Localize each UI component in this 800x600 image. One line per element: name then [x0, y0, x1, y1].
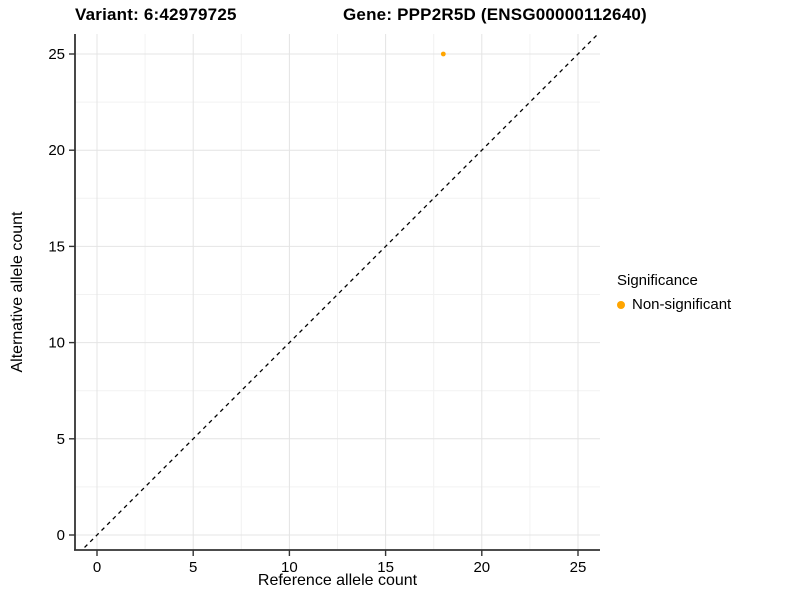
legend-title: Significance [617, 272, 698, 289]
x-tick-label: 5 [189, 559, 197, 576]
plot-title-variant: Variant: 6:42979725 [75, 5, 237, 24]
y-axis-title: Alternative allele count [9, 211, 26, 373]
y-tick-label: 15 [48, 238, 65, 255]
x-tick-label: 10 [281, 559, 298, 576]
data-point [440, 51, 446, 57]
x-tick-label: 0 [93, 559, 101, 576]
y-tick-label: 10 [48, 335, 65, 352]
y-tick-label: 0 [57, 527, 65, 544]
x-tick-label: 15 [377, 559, 394, 576]
legend-item: Non-significant [617, 296, 731, 313]
y-tick-label: 5 [57, 431, 65, 448]
x-tick-label: 20 [473, 559, 490, 576]
legend-point-icon [617, 300, 625, 309]
y-tick-label: 20 [48, 142, 65, 159]
y-tick-label: 25 [48, 46, 65, 63]
plot-title-gene: Gene: PPP2R5D (ENSG00000112640) [343, 5, 647, 24]
legend-item-label: Non-significant [632, 296, 732, 313]
legend: Significance Non-significant [617, 272, 731, 313]
x-tick-label: 25 [570, 559, 587, 576]
x-axis-title: Reference allele count [257, 572, 418, 589]
identity-line [81, 34, 599, 550]
